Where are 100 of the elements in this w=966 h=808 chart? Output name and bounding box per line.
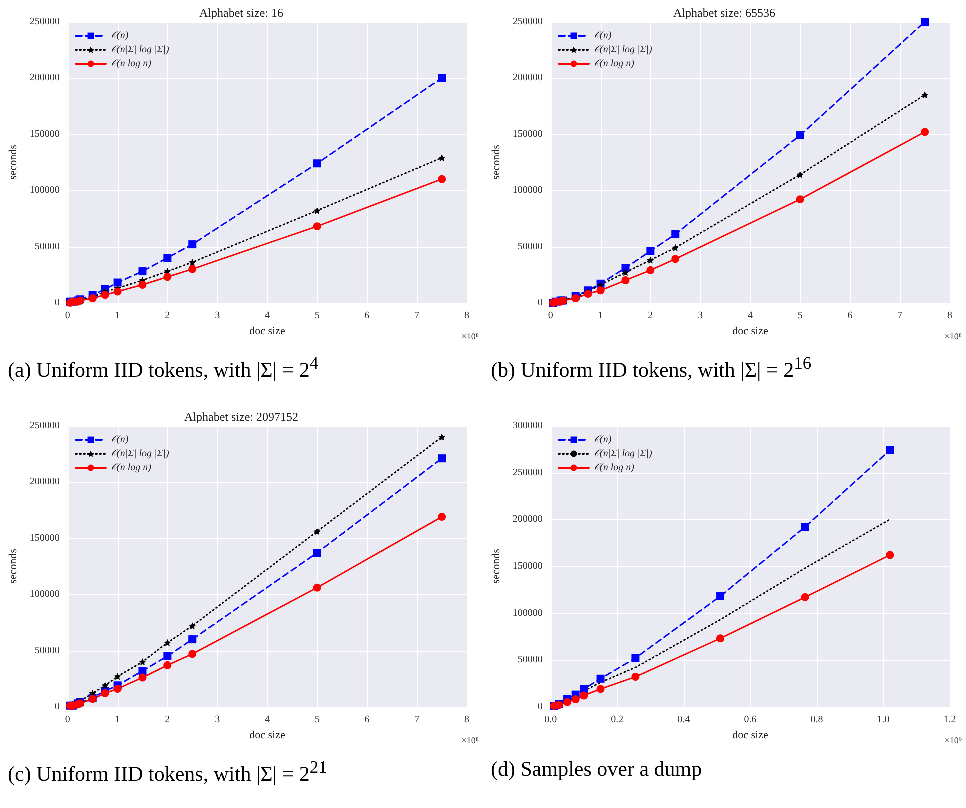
x-tick-label: 1 — [115, 714, 120, 726]
text: ×10⁹ — [944, 736, 962, 746]
x-axis-title: doc size — [250, 325, 286, 338]
x-axis-title: doc size — [732, 325, 768, 338]
y-axis-title: seconds — [8, 549, 20, 584]
point — [580, 685, 588, 694]
text: ×10⁸ — [462, 332, 480, 342]
y-axis-title: seconds — [490, 549, 502, 584]
text: (b) Uniform IID tokens, with |Σ| = 2$^{16}$ — [490, 353, 813, 383]
text: (a) Uniform IID tokens, with |Σ| = 2$^{4}$ — [7, 353, 320, 383]
x-tick-label: 0.2 — [611, 714, 624, 726]
point — [647, 256, 654, 264]
point — [922, 92, 929, 99]
x-tick-label: 6 — [364, 310, 370, 322]
point — [716, 634, 725, 643]
legend-label: 𝒪(n log n) — [594, 58, 636, 70]
y-tick-label: 100000 — [512, 608, 543, 619]
point — [164, 254, 172, 262]
point — [313, 549, 322, 558]
point — [114, 673, 122, 680]
x-tick-label: 0.0 — [544, 714, 558, 726]
point — [313, 584, 322, 592]
legend-label: 𝒪(n) — [111, 30, 130, 42]
point — [438, 154, 446, 162]
y-tick-label: 150000 — [512, 561, 543, 572]
point — [622, 264, 630, 272]
x-tick-label: 0 — [65, 310, 70, 322]
point — [622, 276, 630, 285]
x-tick-label: 3 — [215, 310, 220, 322]
y-axis-title: seconds — [8, 145, 20, 180]
y-tick-label: 50000 — [518, 654, 543, 666]
text: ×10⁸ — [462, 736, 480, 746]
x-tick-label: 2 — [648, 310, 654, 322]
point — [164, 639, 172, 646]
x-tick-label: 8 — [464, 714, 470, 726]
x-tick-label: 2 — [165, 714, 170, 726]
legend-label: 𝒪(n|Σ| log |Σ|) — [594, 448, 653, 460]
text: (c) Uniform IID tokens, with |Σ| = 2$^{21}$ — [7, 757, 328, 787]
y-tick-label: 100000 — [30, 589, 60, 600]
y-tick-label: 100000 — [30, 185, 60, 196]
point — [314, 207, 321, 214]
point — [796, 132, 804, 140]
x-tick-label: 4 — [748, 310, 753, 322]
y-tick-label: 200000 — [30, 476, 60, 488]
x-tick-label: 1 — [598, 310, 604, 322]
x-tick-label: 0.4 — [678, 714, 690, 726]
y-tick-label: 300000 — [512, 420, 543, 432]
legend-label: 𝒪(n log n) — [111, 462, 152, 474]
x-tick-label: 1.0 — [877, 714, 890, 726]
x-tick-label: 0.6 — [744, 714, 757, 726]
y-tick-label: 0 — [54, 298, 60, 308]
x-tick-label: 0.8 — [810, 714, 824, 726]
point — [188, 265, 197, 274]
x-tick-label: 8 — [464, 310, 470, 322]
point — [164, 273, 172, 282]
x-tick-label: 5 — [798, 310, 803, 322]
y-tick-label: 200000 — [512, 72, 543, 84]
y-tick-label: 250000 — [512, 16, 543, 28]
point — [646, 266, 655, 274]
point — [138, 268, 147, 276]
point — [572, 696, 580, 704]
point — [921, 128, 930, 136]
text: ×10⁸ — [944, 332, 962, 342]
chart-title: Alphabet size: 65536 — [674, 6, 776, 20]
point — [114, 278, 122, 287]
point — [139, 658, 146, 666]
y-tick-label: 200000 — [30, 72, 60, 84]
point — [564, 698, 572, 706]
y-axis-title: seconds — [490, 145, 502, 180]
x-tick-label: 5 — [314, 714, 320, 726]
point — [164, 661, 172, 670]
legend-label: 𝒪(n log n) — [594, 462, 636, 474]
point — [632, 673, 640, 682]
y-tick-label: 50000 — [34, 645, 60, 656]
point — [801, 523, 810, 532]
y-tick-label: 150000 — [30, 532, 60, 544]
y-tick-label: 250000 — [30, 16, 60, 28]
point — [801, 593, 810, 602]
y-tick-label: 0 — [54, 702, 60, 712]
point — [438, 513, 446, 522]
point — [102, 682, 109, 690]
y-tick-label: 50000 — [518, 241, 543, 252]
point — [596, 674, 605, 683]
x-tick-label: 4 — [264, 714, 270, 726]
y-tick-label: 0 — [538, 298, 543, 308]
point — [114, 288, 122, 296]
point — [138, 674, 147, 682]
y-tick-label: 250000 — [30, 420, 60, 432]
y-tick-label: 200000 — [512, 514, 543, 526]
y-tick-label: 250000 — [512, 467, 543, 478]
x-tick-label: 6 — [848, 310, 853, 322]
point — [716, 592, 725, 600]
point — [632, 654, 640, 662]
point — [886, 551, 894, 560]
y-tick-label: 150000 — [30, 128, 60, 140]
x-tick-label: 7 — [414, 310, 420, 322]
y-tick-label: 150000 — [512, 128, 543, 140]
point — [646, 247, 655, 256]
point — [672, 244, 680, 252]
point — [313, 222, 322, 231]
